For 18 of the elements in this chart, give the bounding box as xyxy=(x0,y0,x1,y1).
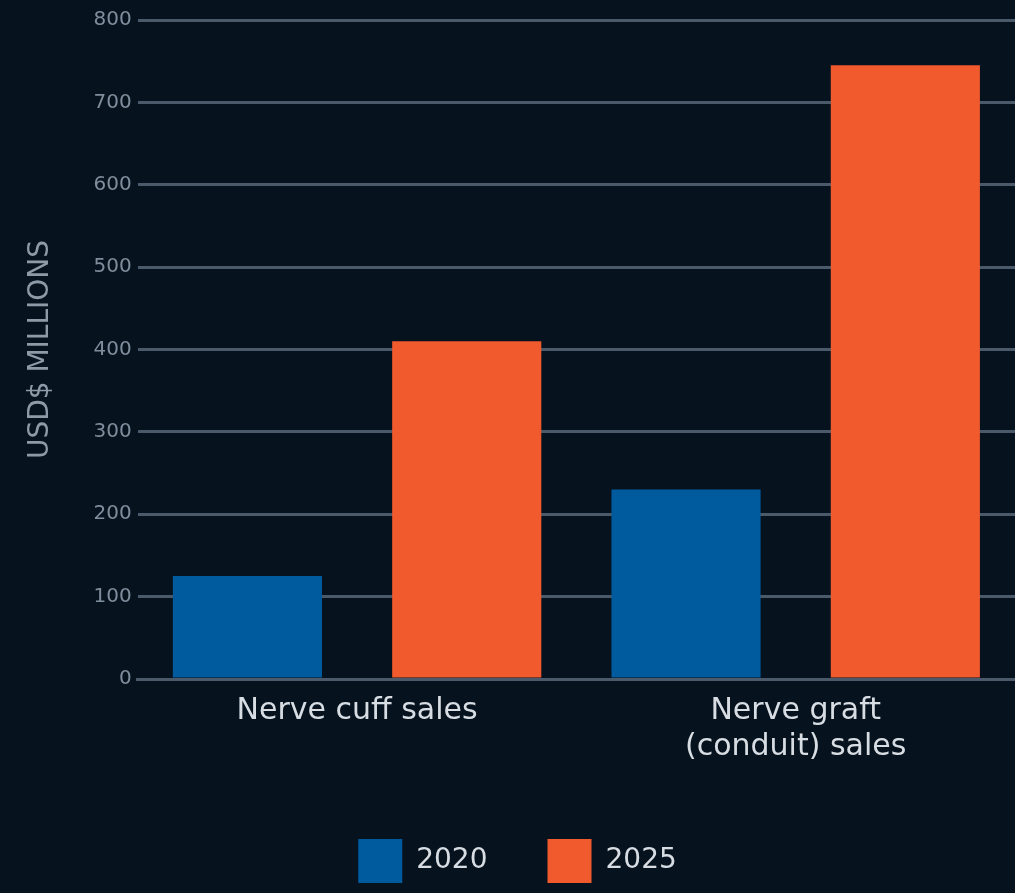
y-tick-label: 400 xyxy=(93,335,132,360)
y-tick-label: 0 xyxy=(119,665,132,690)
x-tick-label: Nerve graft (conduit) sales xyxy=(684,690,907,762)
y-tick-label: 600 xyxy=(93,170,132,195)
y-tick-label: 300 xyxy=(93,418,132,443)
y-axis-title: USD$ MILLIONS xyxy=(22,239,56,460)
legend-label: 2025 xyxy=(605,842,677,876)
legend-label: 2020 xyxy=(416,842,488,876)
bar xyxy=(172,576,322,678)
y-tick-label: 200 xyxy=(93,500,132,525)
y-tick-label: 100 xyxy=(93,582,132,607)
bar xyxy=(830,65,980,678)
y-tick-label: 800 xyxy=(93,6,132,31)
y-tick-label: 500 xyxy=(93,253,132,278)
bar xyxy=(611,489,761,678)
x-tick-label: Nerve cuff sales xyxy=(236,690,478,726)
bar xyxy=(392,341,542,678)
y-tick-label: 700 xyxy=(93,88,132,113)
